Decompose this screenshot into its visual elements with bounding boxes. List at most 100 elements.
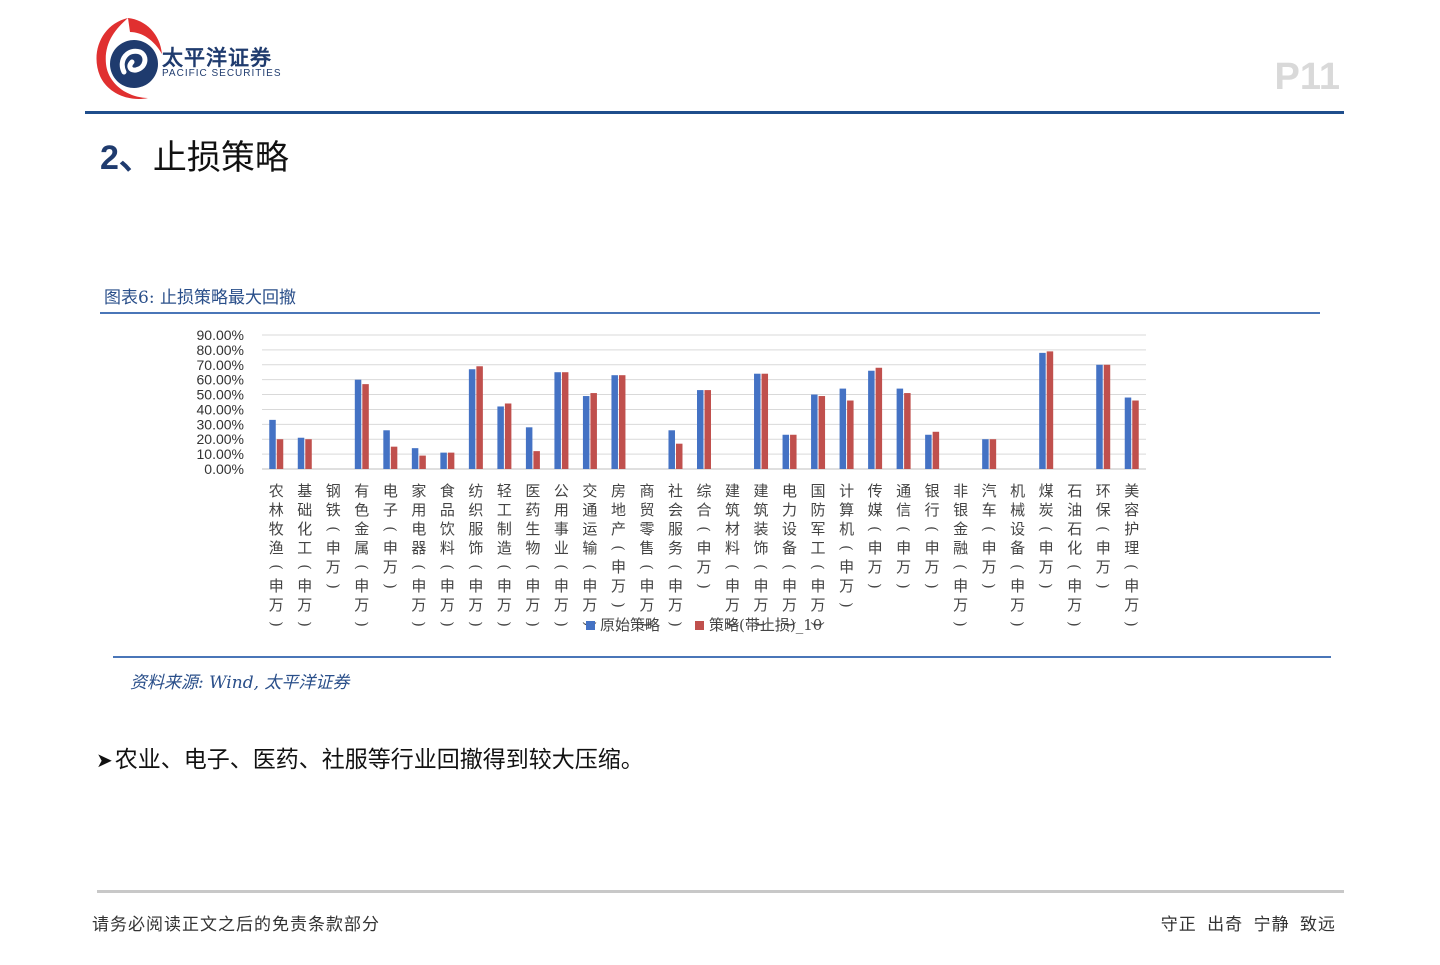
x-category-label: 运 xyxy=(582,520,597,538)
x-category-label: 铁 xyxy=(326,501,341,519)
x-category-label: 林 xyxy=(269,501,284,519)
x-category-label: ) xyxy=(324,583,342,589)
x-category-label: 万 xyxy=(868,558,883,576)
x-category-label: ) xyxy=(552,621,570,627)
x-category-label: 产 xyxy=(611,520,626,538)
x-category-label: ) xyxy=(752,621,770,627)
x-category-label: 万 xyxy=(1096,558,1111,576)
x-category-label: 饰 xyxy=(754,539,769,557)
x-category-label: 建 xyxy=(725,482,740,500)
footer-disclaimer: 请务必阅读正文之后的免责条款部分 xyxy=(92,915,380,935)
x-category-label: 家 xyxy=(411,482,426,500)
bar-original xyxy=(440,452,447,469)
y-tick-label: 90.00% xyxy=(197,327,244,343)
x-category-label: 材 xyxy=(725,520,740,538)
x-category-label: 煤 xyxy=(1039,482,1054,500)
x-category-label: 媒 xyxy=(868,501,883,519)
x-category-label: 汽 xyxy=(982,482,997,500)
x-category-label: 电 xyxy=(411,520,426,538)
x-category-label: 服 xyxy=(468,520,483,538)
x-category-label: 药 xyxy=(525,501,540,519)
x-category-label: 油 xyxy=(1067,501,1082,519)
x-category-label: 算 xyxy=(839,501,854,519)
x-category-label: 申 xyxy=(411,577,426,595)
x-category-label: ) xyxy=(781,621,799,627)
y-tick-label: 50.00% xyxy=(197,387,244,403)
x-category-label: 基 xyxy=(297,482,312,500)
y-tick-label: 40.00% xyxy=(197,401,244,417)
x-category-label: 申 xyxy=(754,577,769,595)
x-category-label: 申 xyxy=(782,577,797,595)
x-category-label: 有 xyxy=(354,482,369,500)
bar-stoploss xyxy=(1103,364,1111,469)
x-category-label: 输 xyxy=(582,539,597,557)
y-tick-label: 80.00% xyxy=(197,342,244,358)
x-category-label: 申 xyxy=(896,539,911,557)
x-category-label: 万 xyxy=(982,558,997,576)
x-category-label: 理 xyxy=(1124,539,1139,557)
x-category-label: ( xyxy=(895,526,913,532)
x-category-label: 万 xyxy=(383,558,398,576)
bar-stoploss xyxy=(675,443,683,469)
x-category-label: 申 xyxy=(725,577,740,595)
x-category-label: 万 xyxy=(326,558,341,576)
x-category-label: 万 xyxy=(611,577,626,595)
x-category-label: ( xyxy=(1094,526,1112,532)
x-category-label: 申 xyxy=(611,558,626,576)
x-category-label: 交 xyxy=(582,482,597,500)
bar-original xyxy=(497,406,504,469)
x-category-label: 化 xyxy=(1067,539,1082,557)
bar-stoploss xyxy=(590,393,597,469)
x-category-label: 业 xyxy=(554,539,569,557)
x-category-label: 钢 xyxy=(326,482,341,500)
x-category-label: ) xyxy=(410,621,428,627)
x-category-label: 万 xyxy=(1010,596,1025,614)
bar-original xyxy=(411,448,419,469)
x-category-label: 申 xyxy=(354,577,369,595)
legend-label: 策略(带止损)_10 xyxy=(709,616,822,634)
x-category-label: 银 xyxy=(925,482,940,500)
bullet-arrow-icon: ➤ xyxy=(96,748,113,772)
x-category-label: ( xyxy=(952,564,970,570)
x-category-label: 务 xyxy=(668,539,683,557)
x-category-label: ) xyxy=(952,621,970,627)
x-category-label: ( xyxy=(638,564,656,570)
x-category-label: 设 xyxy=(782,520,797,538)
x-category-label: 金 xyxy=(953,520,968,538)
bar-original xyxy=(925,434,932,469)
x-category-label: ( xyxy=(695,526,713,532)
x-category-label: 申 xyxy=(953,577,968,595)
x-category-label: 传 xyxy=(868,482,883,500)
section-number: 2、 xyxy=(100,139,153,177)
bar-original xyxy=(525,427,533,469)
x-category-label: 筑 xyxy=(725,501,740,519)
bar-stoploss xyxy=(504,403,512,469)
bar-stoploss xyxy=(476,366,483,469)
x-category-label: 贸 xyxy=(639,501,654,519)
x-category-label: 申 xyxy=(639,577,654,595)
x-category-label: ) xyxy=(381,583,399,589)
x-category-label: 申 xyxy=(468,577,483,595)
footer-divider xyxy=(97,890,1344,893)
x-category-label: 用 xyxy=(411,501,426,519)
x-category-label: ( xyxy=(752,564,770,570)
x-category-label: ) xyxy=(353,621,371,627)
x-category-label: 工 xyxy=(297,539,312,557)
bar-stoploss xyxy=(305,439,312,469)
bar-stoploss xyxy=(790,434,797,469)
x-category-label: 护 xyxy=(1124,520,1139,538)
x-category-label: 制 xyxy=(497,520,512,538)
x-category-label: 饰 xyxy=(468,539,483,557)
page-number: P11 xyxy=(1274,56,1340,98)
y-tick-label: 30.00% xyxy=(197,416,244,432)
x-category-label: 社 xyxy=(668,482,683,500)
x-category-label: ) xyxy=(724,621,742,627)
x-category-label: 计 xyxy=(839,482,854,500)
x-category-label: 织 xyxy=(468,501,483,519)
x-category-label: 化 xyxy=(297,520,312,538)
x-category-label: ) xyxy=(438,621,456,627)
x-category-label: 饮 xyxy=(440,520,455,538)
bar-stoploss xyxy=(447,452,455,469)
x-category-label: ( xyxy=(581,564,599,570)
x-category-label: 申 xyxy=(811,577,826,595)
